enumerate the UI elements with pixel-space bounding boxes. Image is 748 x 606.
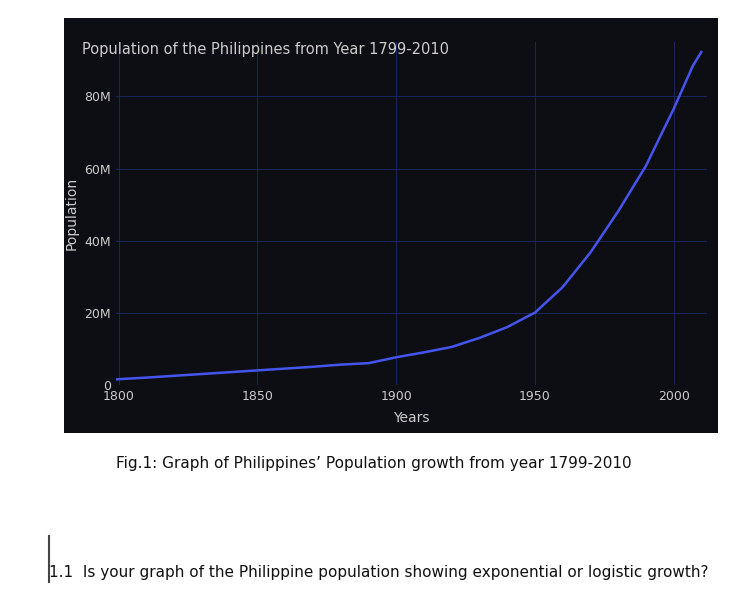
X-axis label: Years: Years <box>393 411 429 425</box>
Y-axis label: Population: Population <box>65 177 79 250</box>
Text: Population of the Philippines from Year 1799-2010: Population of the Philippines from Year … <box>82 42 450 58</box>
Text: Fig.1: Graph of Philippines’ Population growth from year 1799-2010: Fig.1: Graph of Philippines’ Population … <box>116 456 632 471</box>
Text: 1.1  Is your graph of the Philippine population showing exponential or logistic : 1.1 Is your graph of the Philippine popu… <box>49 565 708 580</box>
